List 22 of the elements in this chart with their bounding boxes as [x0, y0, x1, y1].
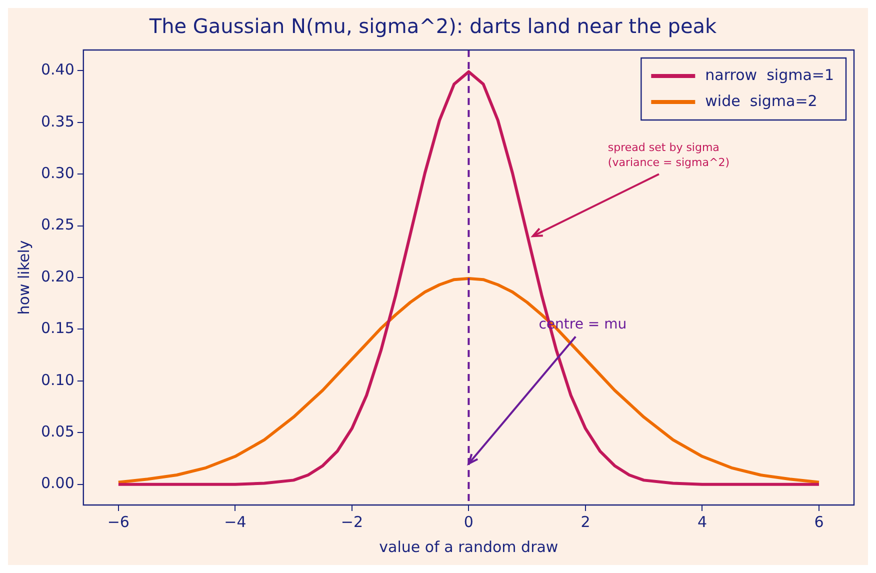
x-tick-label: 0	[464, 512, 474, 531]
x-tick-label: −6	[107, 512, 130, 531]
y-tick-label: 0.30	[40, 164, 74, 182]
y-tick-label: 0.15	[40, 319, 74, 338]
y-tick-label: 0.40	[40, 60, 74, 79]
y-tick-label: 0.35	[40, 112, 74, 130]
x-tick-label: −2	[340, 512, 364, 531]
x-axis-title: value of a random draw	[379, 538, 558, 556]
y-tick-label: 0.05	[40, 422, 74, 441]
y-tick-label: 0.10	[40, 370, 74, 389]
y-tick-label: 0.25	[40, 216, 74, 234]
x-tick-label: 4	[697, 512, 707, 531]
y-axis-title: how likely	[14, 240, 33, 315]
x-tick-label: 6	[814, 512, 824, 531]
y-tick-label: 0.00	[40, 474, 74, 492]
annotation: spread set by sigma (variance = sigma^2)	[608, 141, 730, 170]
y-tick-label: 0.20	[40, 267, 74, 286]
x-tick-label: 2	[580, 512, 590, 531]
chart-title: The Gaussian N(mu, sigma^2): darts land near the peak	[148, 14, 718, 38]
x-tick-label: −4	[224, 512, 246, 531]
legend-label: wide sigma=2	[705, 92, 818, 110]
legend-label: narrow sigma=1	[705, 66, 834, 84]
